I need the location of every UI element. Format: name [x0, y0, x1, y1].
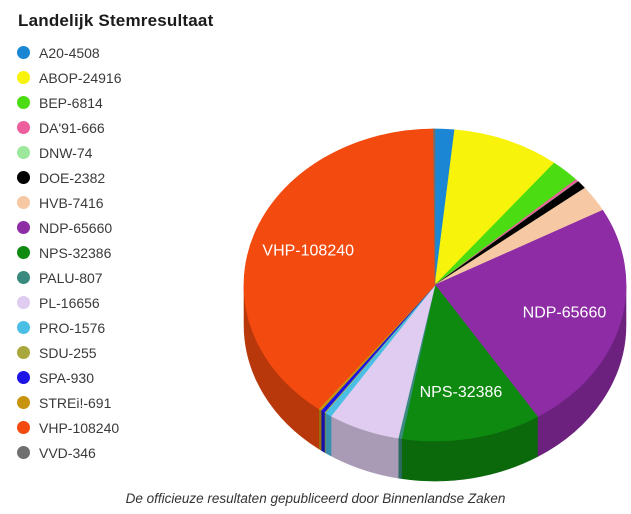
legend-item-pl: PL-16656 — [17, 290, 122, 315]
legend-swatch-ndp — [17, 221, 30, 234]
pie-slice-abop[interactable] — [434, 129, 555, 286]
legend-label-strei: STREi!-691 — [39, 394, 112, 411]
legend-item-doe: DOE-2382 — [17, 165, 122, 190]
legend-label-nps: NPS-32386 — [39, 244, 112, 261]
legend-label-ndp: NDP-65660 — [39, 219, 113, 236]
legend-item-bep: BEP-6814 — [17, 90, 122, 115]
legend-swatch-vhp — [17, 421, 30, 434]
slice-label-vhp: VHP-108240 — [262, 242, 354, 259]
legend-label-a20: A20-4508 — [39, 44, 100, 61]
legend-label-vvd: VVD-346 — [39, 444, 96, 461]
legend-swatch-abop — [17, 71, 30, 84]
legend-item-hvb: HVB-7416 — [17, 190, 122, 215]
legend-label-da91: DA'91-666 — [39, 119, 105, 136]
legend-label-vhp: VHP-108240 — [39, 419, 120, 436]
legend-item-spa: SPA-930 — [17, 365, 122, 390]
legend-label-pl: PL-16656 — [39, 294, 100, 311]
legend-label-abop: ABOP-24916 — [39, 69, 122, 86]
pie-slice-vhp[interactable] — [243, 128, 436, 410]
legend-swatch-pro — [17, 321, 30, 334]
legend-label-doe: DOE-2382 — [39, 169, 106, 186]
legend: A20-4508 ABOP-24916 BEP-6814 DA'91-666 DNW-7… — [17, 40, 122, 465]
legend-swatch-strei — [17, 396, 30, 409]
legend-item-dnw: DNW-74 — [17, 140, 122, 165]
legend-item-palu: PALU-807 — [17, 265, 122, 290]
legend-item-pro: PRO-1576 — [17, 315, 122, 340]
legend-swatch-doe — [17, 171, 30, 184]
legend-swatch-spa — [17, 371, 30, 384]
legend-swatch-dnw — [17, 146, 30, 159]
legend-item-abop: ABOP-24916 — [17, 65, 122, 90]
pie-slice-nps[interactable] — [401, 284, 539, 442]
pie-slice-ndp[interactable] — [434, 209, 627, 418]
pie-slice-vvd[interactable] — [433, 128, 436, 286]
slice-label-nps: NPS-32386 — [420, 384, 503, 401]
legend-swatch-palu — [17, 271, 30, 284]
legend-item-da91: DA'91-666 — [17, 115, 122, 140]
caption: De officieuze resultaten gepubliceerd do… — [125, 491, 506, 506]
legend-label-hvb: HVB-7416 — [39, 194, 104, 211]
legend-item-a20: A20-4508 — [17, 40, 122, 65]
legend-swatch-pl — [17, 296, 30, 309]
legend-label-sdu: SDU-255 — [39, 344, 97, 361]
legend-item-nps: NPS-32386 — [17, 240, 122, 265]
legend-swatch-hvb — [17, 196, 30, 209]
pie-slice-side-strei — [318, 408, 322, 451]
legend-item-strei: STREi!-691 — [17, 390, 122, 415]
pie-slice-side-pro — [325, 412, 332, 457]
legend-label-bep: BEP-6814 — [39, 94, 103, 111]
pie-slice-side-spa — [320, 409, 325, 453]
chart-title: Landelijk Stemresultaat — [18, 11, 214, 30]
legend-item-ndp: NDP-65660 — [17, 215, 122, 240]
legend-label-dnw: DNW-74 — [39, 144, 93, 161]
legend-swatch-bep — [17, 96, 30, 109]
legend-label-pro: PRO-1576 — [39, 319, 106, 336]
legend-item-vvd: VVD-346 — [17, 440, 122, 465]
legend-swatch-vvd — [17, 446, 30, 459]
legend-label-palu: PALU-807 — [39, 269, 103, 286]
legend-item-vhp: VHP-108240 — [17, 415, 122, 440]
legend-swatch-a20 — [17, 46, 30, 59]
legend-label-spa: SPA-930 — [39, 369, 94, 386]
pie-slice-side-palu — [397, 437, 402, 479]
legend-swatch-da91 — [17, 121, 30, 134]
slice-label-ndp: NDP-65660 — [523, 304, 607, 321]
legend-swatch-sdu — [17, 346, 30, 359]
legend-item-sdu: SDU-255 — [17, 340, 122, 365]
legend-swatch-nps — [17, 246, 30, 259]
